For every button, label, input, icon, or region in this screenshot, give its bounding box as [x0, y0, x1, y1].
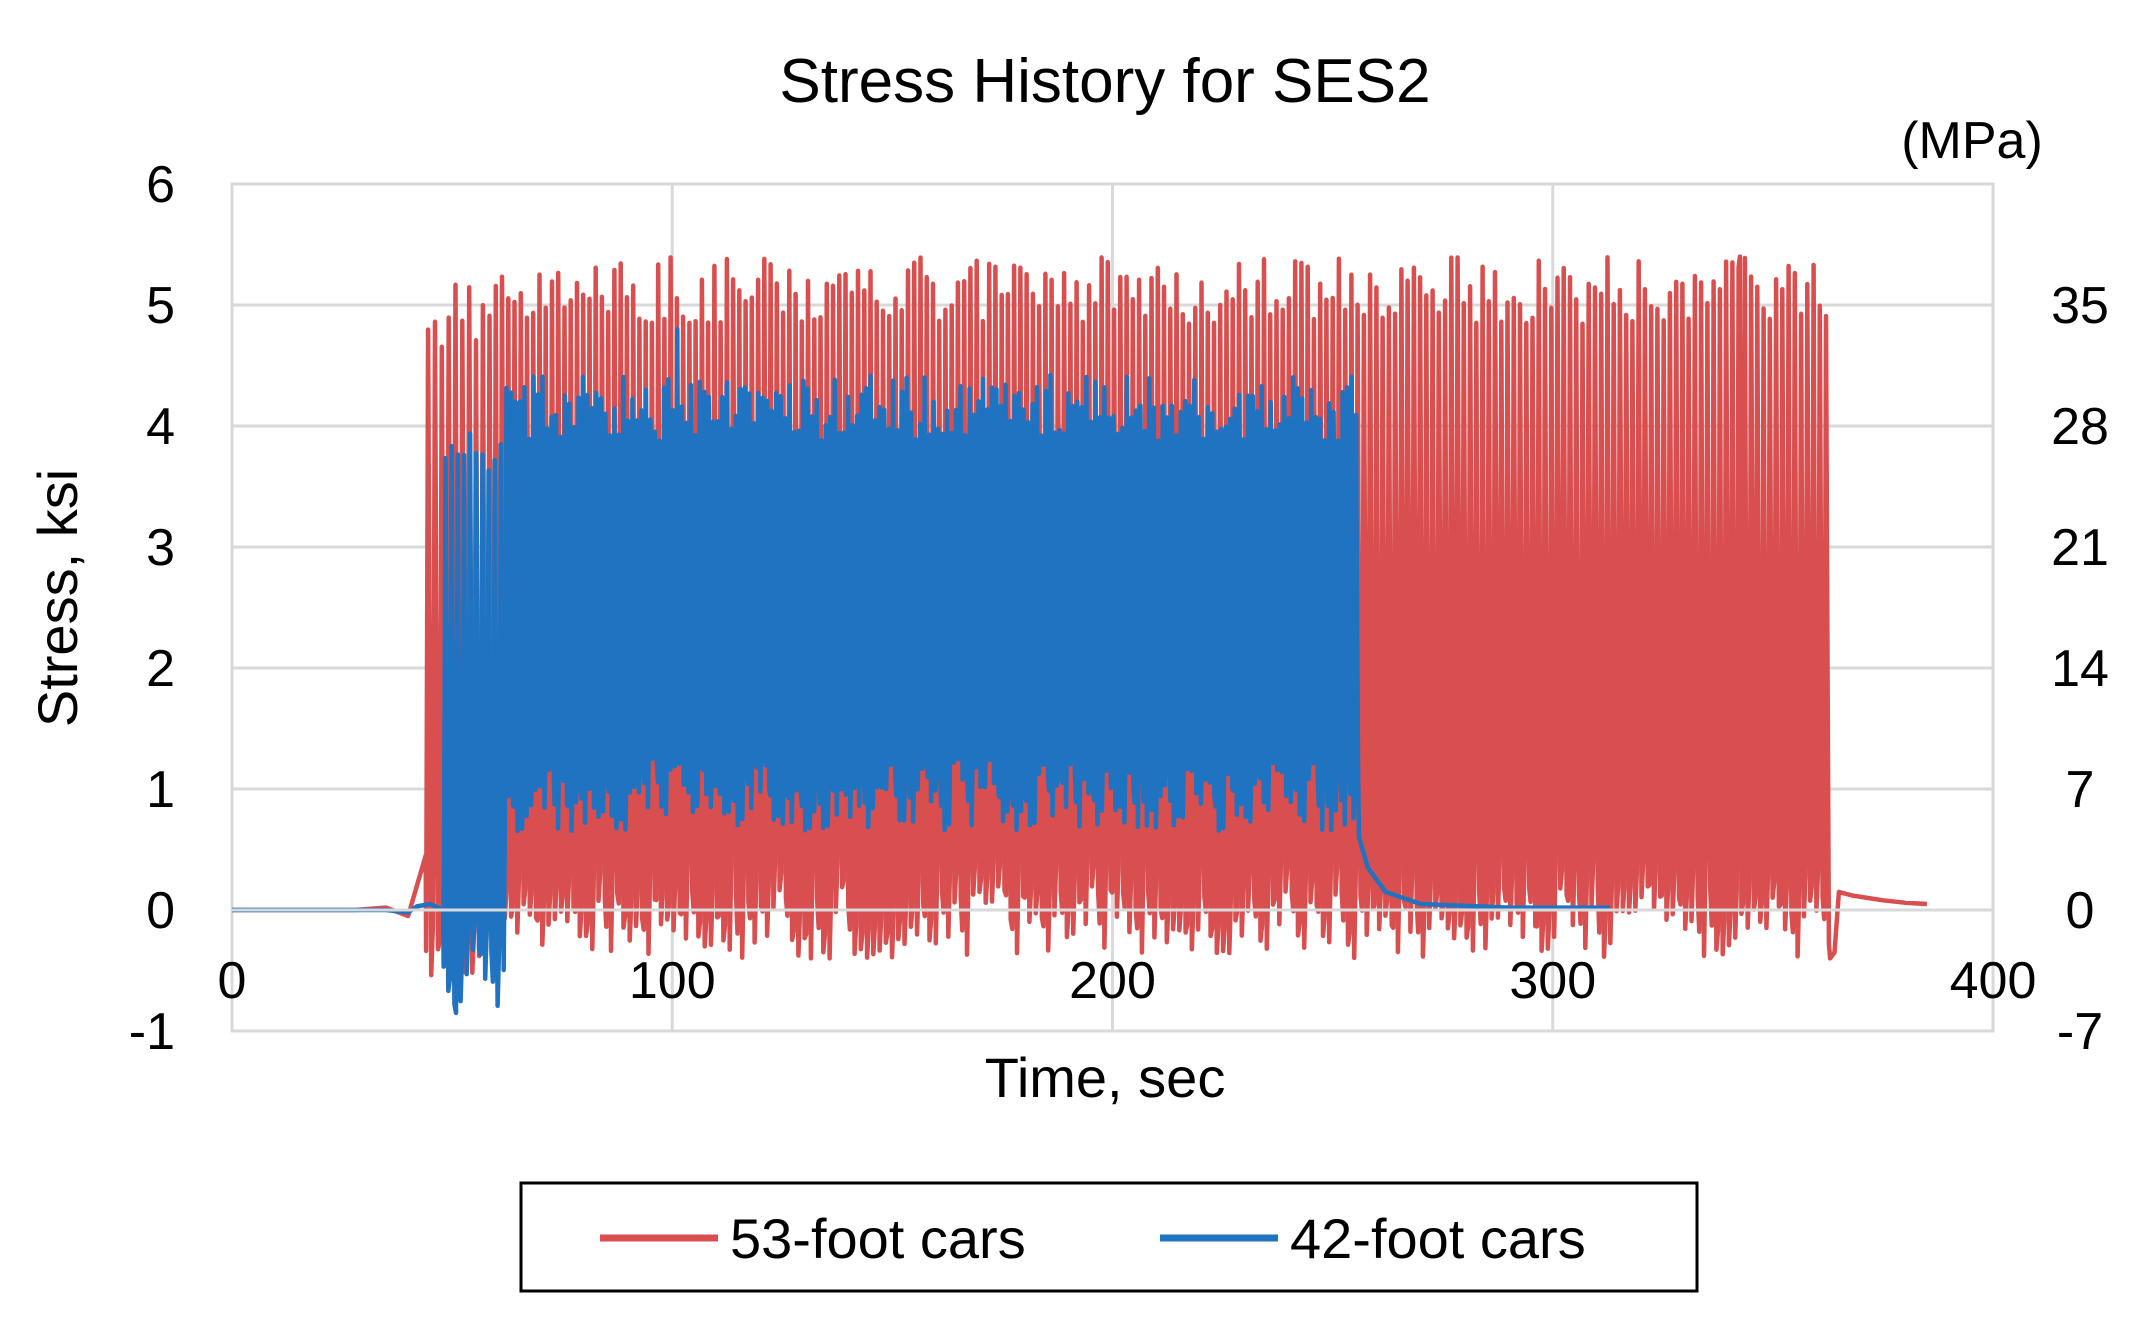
- y2-tick-label-28: 28: [2051, 398, 2109, 456]
- series-lines: [232, 254, 1928, 1016]
- series-line-42-foot-cars: [232, 326, 1610, 1016]
- y2-tick-label-21: 21: [2051, 519, 2109, 577]
- y2-tick-label-14: 14: [2051, 640, 2109, 698]
- tick-labels: 0 100 200 300 400 -1 0 1 2 3 4 5 6 -7 0 7 14 21 28 35: [129, 156, 2109, 1061]
- plot-area-border: [230, 182, 1995, 1033]
- x-axis-label: Time, sec: [985, 1046, 1226, 1109]
- y-tick-label-6: 6: [146, 156, 175, 214]
- y2-tick-label-35: 35: [2051, 277, 2109, 335]
- y-tick-label-2: 2: [146, 640, 175, 698]
- y-tick-label-0: 0: [146, 882, 175, 940]
- legend-label-42-foot-cars: 42-foot cars: [1290, 1207, 1586, 1270]
- series-line-53-foot-cars: [232, 254, 1928, 978]
- x-tick-label-0: 0: [218, 952, 247, 1010]
- x-tick-label-200: 200: [1069, 952, 1156, 1010]
- y-tick-label-4: 4: [146, 398, 175, 456]
- legend-label-53-foot-cars: 53-foot cars: [730, 1207, 1026, 1270]
- secondary-axis-unit-label: (MPa): [1901, 112, 2043, 170]
- y-axis-label: Stress, ksi: [26, 469, 89, 727]
- y-tick-label-5: 5: [146, 277, 175, 335]
- legend: 53-foot cars 42-foot cars: [519, 1181, 1699, 1293]
- y2-tick-label--7: -7: [2057, 1003, 2103, 1061]
- y2-tick-label-0: 0: [2066, 882, 2095, 940]
- x-tick-label-400: 400: [1950, 952, 2037, 1010]
- chart-title: Stress History for SES2: [779, 47, 1430, 116]
- y-tick-label--1: -1: [129, 1003, 175, 1061]
- x-tick-label-100: 100: [629, 952, 716, 1010]
- y-tick-label-3: 3: [146, 519, 175, 577]
- y-tick-label-1: 1: [146, 761, 175, 819]
- x-tick-label-300: 300: [1509, 952, 1596, 1010]
- y2-tick-label-7: 7: [2066, 761, 2095, 819]
